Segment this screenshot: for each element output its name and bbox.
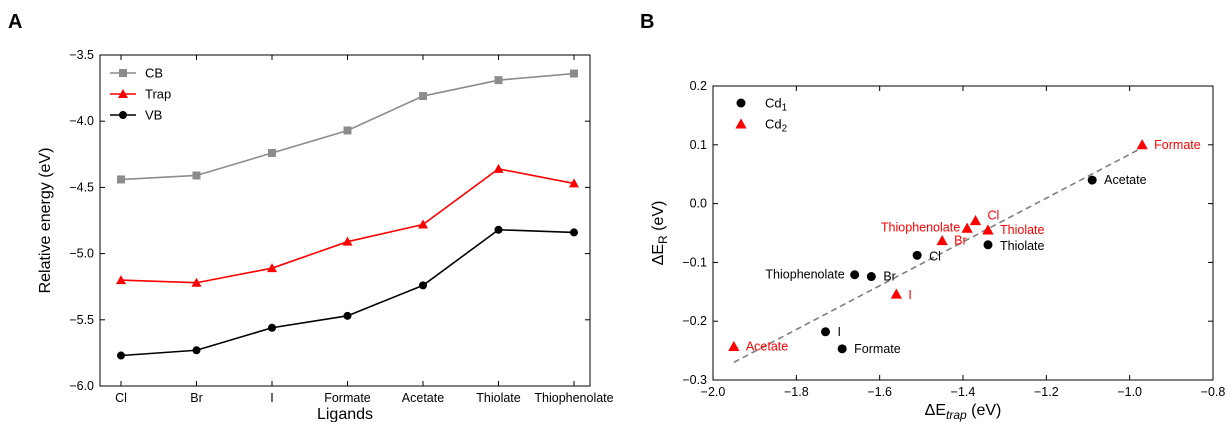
data-point-vb xyxy=(192,346,201,355)
data-point-vb xyxy=(268,323,276,332)
data-point-vb xyxy=(570,228,578,237)
x-tick-label-b: −1.2 xyxy=(1034,385,1059,399)
data-point-vb xyxy=(494,225,503,234)
x-tick-label-a: I xyxy=(270,391,273,405)
x-tick-label-a: Thiolate xyxy=(476,391,521,405)
point-label: I xyxy=(908,288,911,302)
y-tick-label-a: −5.0 xyxy=(69,247,94,261)
series-line-trap xyxy=(120,168,575,284)
point-label: Thiophenolate xyxy=(881,220,960,234)
data-point-cb xyxy=(570,69,578,78)
panel-b-letter: B xyxy=(640,11,654,33)
legend-label-cd1: Cd1 xyxy=(765,96,788,114)
x-tick-label-b: −1.6 xyxy=(867,385,892,399)
x-tick-label-b: −0.8 xyxy=(1201,385,1226,399)
legend-marker xyxy=(118,89,128,98)
data-point-vb xyxy=(117,351,125,360)
data-point-cb xyxy=(268,148,276,157)
legend-marker-b xyxy=(735,118,747,129)
scatter-point-cd1 xyxy=(866,272,876,282)
series-line-vb xyxy=(120,228,575,357)
y-tick-label-a: −6.0 xyxy=(69,379,94,393)
point-label: Thiophenolate xyxy=(765,268,844,282)
data-point-trap xyxy=(569,178,579,188)
plot-frame-a xyxy=(99,54,591,387)
x-tick-label-a: Thiophenolate xyxy=(534,391,613,405)
x-tick-label-b: −1.8 xyxy=(784,385,809,399)
x-tick-label-b: −1.4 xyxy=(951,385,976,399)
x-axis-title-a: Ligands xyxy=(317,406,373,422)
chart-a: −6.0 −5.5 −5.0 −4.5 −4.0 −3.5 Cl Br I Formate Acet… xyxy=(37,48,614,422)
scatter-point-cd1 xyxy=(983,240,993,250)
point-label: Br xyxy=(883,270,896,284)
data-point-trap xyxy=(116,275,126,285)
scatter-point-cd2 xyxy=(982,224,994,235)
data-point-vb xyxy=(343,311,352,320)
scatter-point-cd1 xyxy=(837,344,847,354)
legend-label-cd2: Cd2 xyxy=(765,117,788,135)
y-tick-label-b: 0.2 xyxy=(690,79,707,93)
point-label: Acetate xyxy=(1104,173,1146,187)
y-tick-label-b: −0.3 xyxy=(682,373,707,387)
y-axis-title-b: ΔER (eV) xyxy=(650,201,670,266)
y-tick-label-a: −4.0 xyxy=(69,114,94,128)
point-label: Thiolate xyxy=(1000,239,1045,253)
y-tick-label-b: 0.1 xyxy=(690,138,707,152)
legend-marker-b xyxy=(736,98,746,108)
scatter-point-cd2 xyxy=(1136,139,1148,150)
scatter-point-cd2 xyxy=(936,235,948,246)
legend-marker xyxy=(119,69,127,77)
scatter-point-cd1 xyxy=(821,327,830,337)
x-tick-label-a: Br xyxy=(190,391,203,405)
scatter-point-cd2 xyxy=(890,288,902,299)
panel-a-letter: A xyxy=(8,11,22,33)
y-tick-label-a: −5.5 xyxy=(69,313,94,327)
point-label: Cl xyxy=(929,249,941,263)
x-tick-label-a: Cl xyxy=(115,391,127,405)
chart-b: −0.3 −0.2 −0.1 0.0 0.1 0.2 −2.0 −1.8 −1.6 −1.4 −1.… xyxy=(650,79,1225,422)
point-label: Br xyxy=(954,234,967,248)
point-label: Formate xyxy=(854,342,901,356)
data-point-trap xyxy=(418,219,428,229)
y-tick-label-b: −0.1 xyxy=(682,255,707,269)
point-label: Thiolate xyxy=(1000,223,1045,237)
x-tick-label-a: Formate xyxy=(324,391,371,405)
data-point-cb xyxy=(419,92,427,101)
point-label: I xyxy=(838,325,841,339)
legend-marker xyxy=(119,111,127,119)
data-point-cb xyxy=(192,171,201,180)
data-point-trap xyxy=(267,263,277,273)
y-tick-label-a: −4.5 xyxy=(69,180,94,194)
data-point-cb xyxy=(117,175,125,184)
y-tick-label-b: −0.2 xyxy=(682,314,707,328)
scatter-point-cd1 xyxy=(912,250,922,260)
legend-label-vb: VB xyxy=(145,108,162,123)
x-axis-title-b: ΔEtrap (eV) xyxy=(925,402,1002,422)
x-tick-label-b: −1.0 xyxy=(1117,385,1142,399)
x-tick-label-b: −2.0 xyxy=(701,385,726,399)
point-label: Acetate xyxy=(746,339,788,353)
y-tick-label-a: −3.5 xyxy=(69,48,94,62)
data-point-cb xyxy=(494,76,503,85)
data-point-trap xyxy=(493,163,504,173)
x-tick-label-a: Acetate xyxy=(402,391,444,405)
point-label: Formate xyxy=(1154,138,1201,152)
legend-label-cb: CB xyxy=(145,66,163,81)
data-point-vb xyxy=(419,281,427,290)
scatter-point-cd1 xyxy=(1087,175,1097,185)
scatter-point-cd1 xyxy=(850,270,860,280)
scatter-point-cd2 xyxy=(961,222,973,233)
data-point-trap xyxy=(342,236,353,246)
data-point-trap xyxy=(191,277,202,287)
y-axis-title-a: Relative energy (eV) xyxy=(37,148,54,294)
legend-label-trap: Trap xyxy=(145,87,171,102)
scatter-point-cd2 xyxy=(969,215,982,226)
point-label: Cl xyxy=(988,209,1000,223)
y-tick-label-b: 0.0 xyxy=(690,197,707,211)
data-point-cb xyxy=(343,126,352,135)
scatter-point-cd2 xyxy=(728,340,740,351)
fit-line xyxy=(733,147,1143,364)
